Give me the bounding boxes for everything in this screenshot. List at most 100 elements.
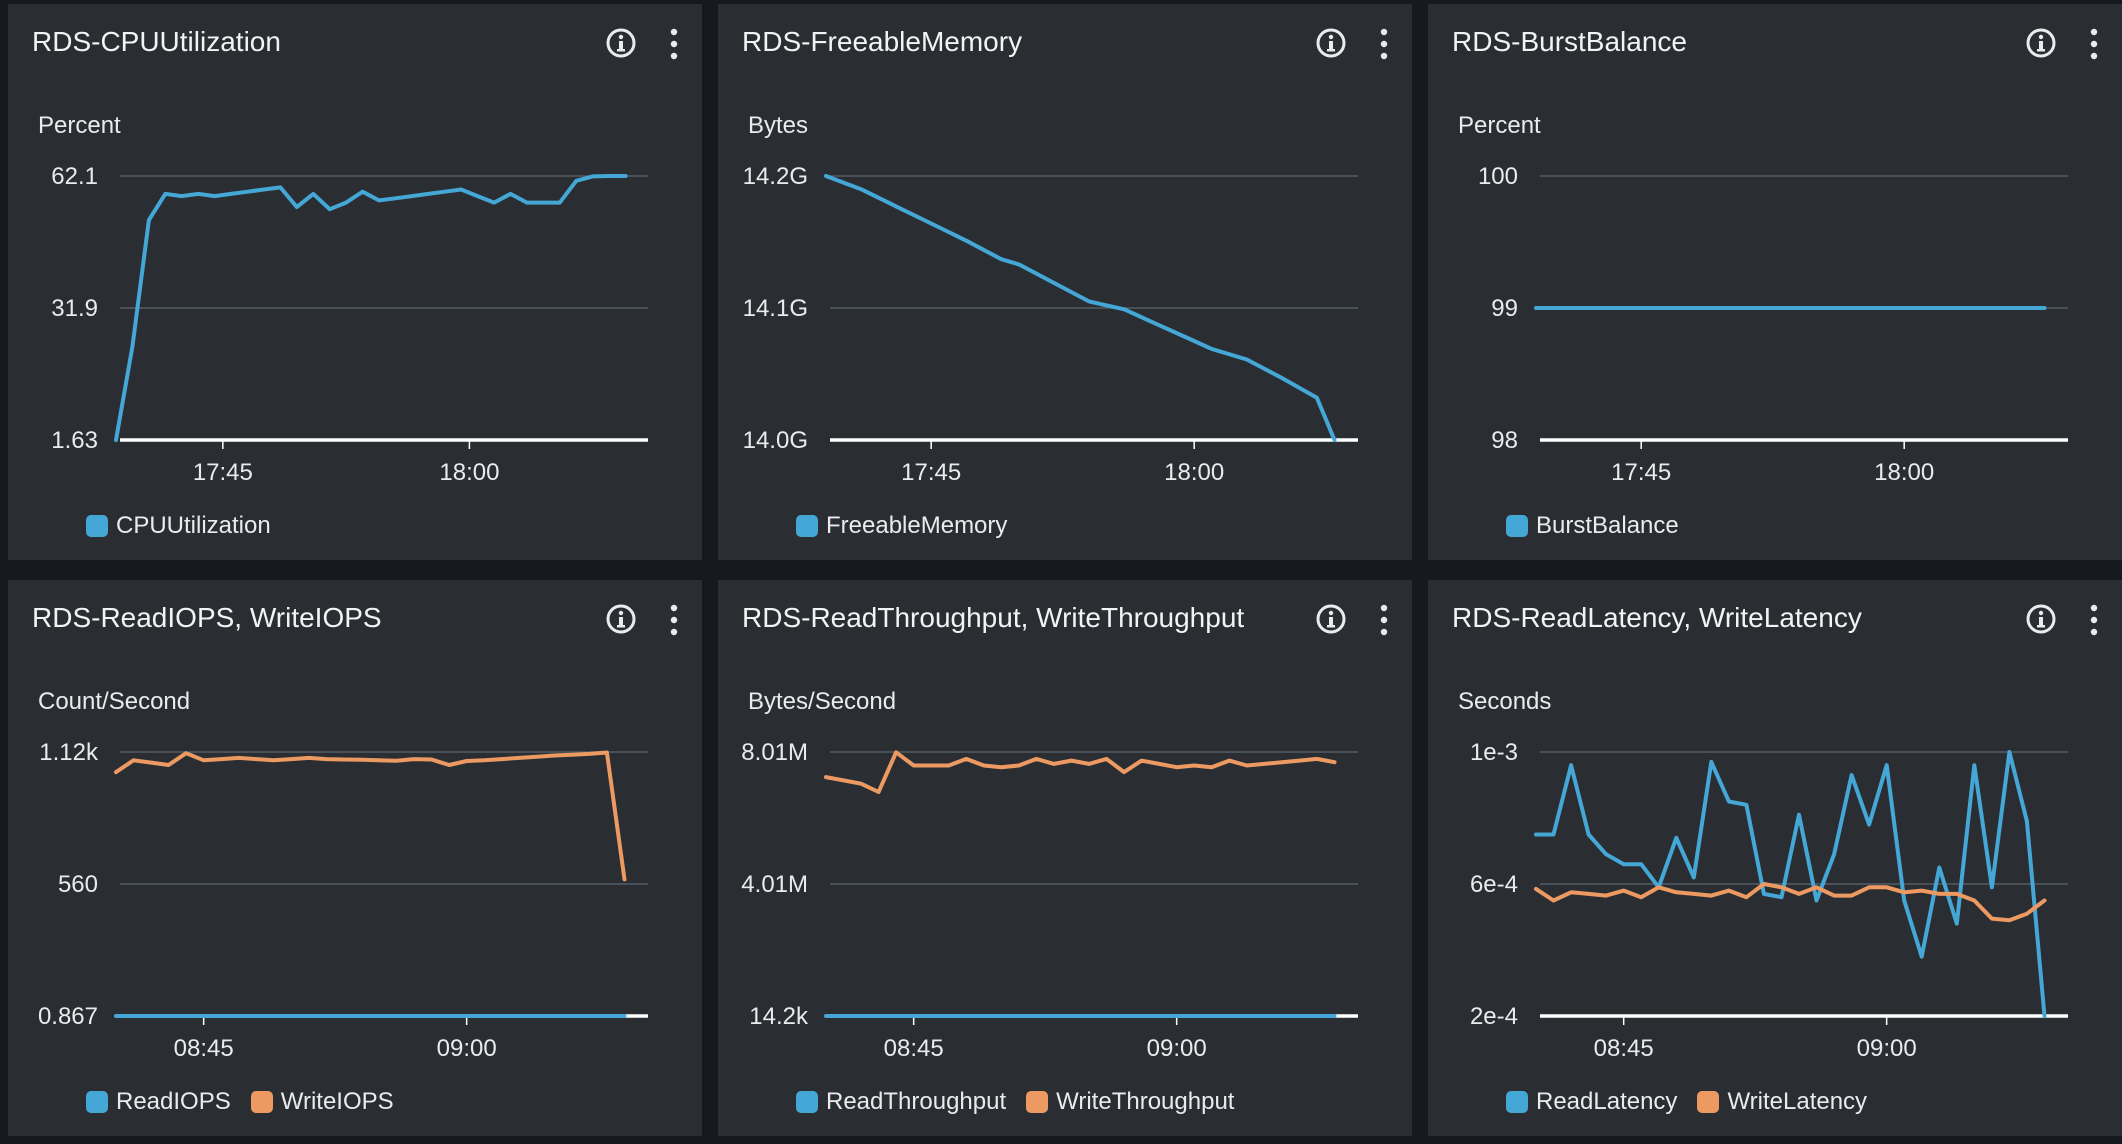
legend-label: ReadLatency: [1536, 1088, 1678, 1115]
widget-freeable-memory: RDS-FreeableMemory Bytes 14.2G 14.1G 14.0G 17…: [718, 4, 1412, 560]
legend-label: WriteThroughput: [1056, 1088, 1235, 1115]
y-tick-label: 1.12k: [39, 739, 99, 766]
widget-cpu-utilization: RDS-CPUUtilization Percent 62.1 31.9 1.63 17:…: [8, 4, 702, 560]
series-line-writelatency: [1534, 882, 2047, 923]
vertical-ellipsis-icon[interactable]: [1378, 28, 1390, 60]
legend-swatch: [1697, 1091, 1720, 1113]
legend-item-readlatency[interactable]: ReadLatency: [1506, 1088, 1677, 1116]
legend-swatch: [86, 515, 108, 537]
x-tick-label: 08:45: [174, 1035, 234, 1062]
legend-item-readthroughput[interactable]: ReadThroughput: [796, 1088, 1006, 1116]
y-tick-label: 31.9: [51, 295, 98, 322]
y-tick-label: 14.1G: [743, 295, 808, 322]
vertical-ellipsis-icon[interactable]: [2088, 604, 2100, 636]
vertical-ellipsis-icon[interactable]: [668, 604, 680, 636]
legend-swatch: [250, 1091, 273, 1113]
vertical-ellipsis-icon[interactable]: [2088, 28, 2100, 60]
legend-item-writeiops[interactable]: WriteIOPS: [250, 1088, 394, 1116]
y-tick-label: 14.0G: [743, 427, 808, 454]
info-icon[interactable]: [1316, 604, 1346, 634]
y-tick-label: 14.2G: [743, 163, 808, 190]
legend-label: CPUUtilization: [116, 512, 271, 539]
series-line-writethroughput: [824, 750, 1337, 794]
widget-title: RDS-ReadLatency, WriteLatency: [1452, 602, 1862, 633]
x-tick-label: 17:45: [1611, 459, 1671, 486]
info-icon[interactable]: [1316, 28, 1346, 58]
legend-item-burstbalance[interactable]: BurstBalance: [1506, 512, 1679, 540]
legend-label: WriteIOPS: [280, 1088, 394, 1115]
y-tick-label: 6e-4: [1470, 871, 1518, 898]
chart-plot: 14.2G 14.1G 14.0G 17:45 18:00: [743, 163, 1358, 486]
legend-label: WriteLatency: [1727, 1088, 1868, 1115]
chart-plot: 62.1 31.9 1.63 17:45 18:00: [51, 163, 648, 486]
info-icon[interactable]: [2026, 28, 2056, 58]
chart-plot: 1e-3 6e-4 2e-4 08:45 09:00: [1470, 739, 2068, 1062]
y-tick-label: 1e-3: [1470, 739, 1518, 766]
widget-title: RDS-ReadIOPS, WriteIOPS: [32, 602, 382, 633]
y-tick-label: 98: [1491, 427, 1518, 454]
widget-iops: RDS-ReadIOPS, WriteIOPS Count/Second 1.12k…: [8, 580, 702, 1136]
x-tick-label: 09:00: [437, 1035, 497, 1062]
legend-item-readiops[interactable]: ReadIOPS: [86, 1088, 231, 1116]
y-tick-label: 2e-4: [1470, 1003, 1518, 1030]
series-line-readlatency: [1534, 750, 2047, 1018]
x-tick-label: 17:45: [901, 459, 961, 486]
y-tick-label: 0.867: [38, 1003, 98, 1030]
x-tick-label: 18:00: [1164, 459, 1224, 486]
y-axis-unit-label: Percent: [1458, 112, 1541, 139]
x-tick-label: 08:45: [1594, 1035, 1654, 1062]
legend-item-writelatency[interactable]: WriteLatency: [1697, 1088, 1867, 1116]
legend-label: BurstBalance: [1536, 512, 1679, 539]
info-icon[interactable]: [606, 28, 636, 58]
series-line-freeablememory: [824, 174, 1337, 442]
vertical-ellipsis-icon[interactable]: [668, 28, 680, 60]
y-tick-label: 62.1: [51, 163, 98, 190]
series-line-writeiops: [114, 750, 627, 882]
y-tick-label: 99: [1491, 295, 1518, 322]
y-tick-label: 100: [1478, 163, 1518, 190]
y-axis-unit-label: Bytes: [748, 112, 809, 139]
info-icon[interactable]: [2026, 604, 2056, 634]
widget-title: RDS-ReadThroughput, WriteThroughput: [742, 602, 1245, 633]
y-axis-unit-label: Seconds: [1458, 688, 1552, 715]
legend-swatch: [1506, 1091, 1528, 1113]
widget-title: RDS-BurstBalance: [1452, 26, 1687, 57]
series-line-cpuutilization: [114, 174, 628, 442]
info-icon[interactable]: [606, 604, 636, 634]
legend-label: FreeableMemory: [826, 512, 1008, 539]
y-tick-label: 560: [58, 871, 98, 898]
legend-swatch: [796, 1091, 818, 1113]
legend-item-writethroughput[interactable]: WriteThroughput: [1026, 1088, 1234, 1116]
y-tick-label: 1.63: [51, 427, 98, 454]
legend-swatch: [796, 515, 818, 537]
x-tick-label: 18:00: [1874, 459, 1934, 486]
y-tick-label: 14.2k: [749, 1003, 809, 1030]
chart-legend: ReadIOPS WriteIOPS: [86, 1088, 394, 1116]
legend-item-freeablememory[interactable]: FreeableMemory: [796, 512, 1007, 540]
legend-swatch: [1026, 1091, 1049, 1113]
vertical-ellipsis-icon[interactable]: [1378, 604, 1390, 636]
chart-plot: 100 99 98 17:45 18:00: [1478, 163, 2068, 486]
y-tick-label: 4.01M: [741, 871, 808, 898]
chart-plot: 1.12k 560 0.867 08:45 09:00: [38, 739, 648, 1062]
widget-latency: RDS-ReadLatency, WriteLatency Seconds 1e-3…: [1428, 580, 2122, 1136]
x-tick-label: 09:00: [1147, 1035, 1207, 1062]
legend-swatch: [1506, 515, 1528, 537]
chart-legend: BurstBalance: [1506, 512, 1679, 540]
x-tick-label: 09:00: [1857, 1035, 1917, 1062]
chart-legend: ReadLatency WriteLatency: [1506, 1088, 1867, 1116]
legend-item-cpuutilization[interactable]: CPUUtilization: [86, 512, 271, 540]
x-tick-label: 08:45: [884, 1035, 944, 1062]
legend-label: ReadThroughput: [826, 1088, 1007, 1115]
widget-title: RDS-CPUUtilization: [32, 26, 281, 57]
x-tick-label: 17:45: [193, 459, 253, 486]
chart-legend: ReadThroughput WriteThroughput: [796, 1088, 1234, 1116]
x-tick-label: 18:00: [439, 459, 499, 486]
widget-title: RDS-FreeableMemory: [742, 26, 1023, 57]
widget-burst-balance: RDS-BurstBalance Percent 100 99 98 17:45 18:00…: [1428, 4, 2122, 560]
y-axis-unit-label: Percent: [38, 112, 121, 139]
chart-legend: FreeableMemory: [796, 512, 1007, 540]
legend-label: ReadIOPS: [116, 1088, 231, 1115]
legend-swatch: [86, 1091, 108, 1113]
